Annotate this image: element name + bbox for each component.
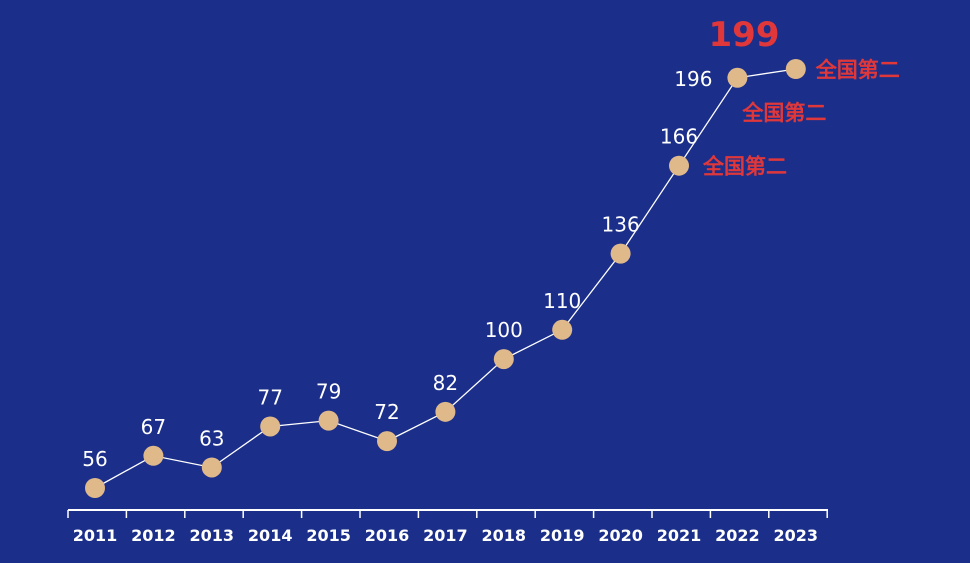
data-point xyxy=(727,67,748,88)
data-point xyxy=(143,445,164,466)
x-tick-label: 2023 xyxy=(774,526,819,545)
data-label-highlight: 199 xyxy=(709,15,780,55)
data-label: 63 xyxy=(199,426,224,450)
data-point xyxy=(493,349,514,370)
data-point xyxy=(201,457,222,478)
data-label: 67 xyxy=(141,415,166,439)
x-tick-label: 2022 xyxy=(715,526,760,545)
data-point xyxy=(377,431,397,452)
x-tick-label: 2019 xyxy=(540,526,585,545)
x-tick-label: 2012 xyxy=(131,526,176,545)
x-tick-label: 2014 xyxy=(248,526,293,545)
data-label: 56 xyxy=(82,447,107,471)
data-label: 136 xyxy=(602,213,640,237)
x-tick-label: 2020 xyxy=(598,526,643,545)
x-tick-label: 2013 xyxy=(190,526,235,545)
data-label: 100 xyxy=(485,318,523,342)
data-point xyxy=(552,319,573,340)
data-label: 110 xyxy=(543,289,581,313)
data-point xyxy=(260,416,281,437)
data-label: 77 xyxy=(257,385,282,409)
x-tick-label: 2015 xyxy=(306,526,351,545)
data-point xyxy=(435,401,456,422)
data-point xyxy=(610,243,631,264)
data-label: 82 xyxy=(433,371,458,395)
x-tick-label: 2016 xyxy=(365,526,410,545)
data-label: 72 xyxy=(374,400,399,424)
data-point xyxy=(85,478,105,498)
data-label: 196 xyxy=(674,67,712,91)
data-label: 79 xyxy=(316,380,341,404)
x-tick-label: 2018 xyxy=(482,526,527,545)
annotation-label: 全国第二 xyxy=(702,155,787,179)
data-point xyxy=(785,59,806,79)
x-tick-label: 2017 xyxy=(423,526,468,545)
x-tick-label: 2011 xyxy=(73,526,118,545)
data-point xyxy=(318,410,339,431)
annotation-label: 全国第二 xyxy=(815,58,900,82)
data-label: 166 xyxy=(660,125,698,149)
annotation-label: 全国第二 xyxy=(741,101,826,125)
data-point xyxy=(669,155,689,176)
x-tick-label: 2021 xyxy=(657,526,702,545)
